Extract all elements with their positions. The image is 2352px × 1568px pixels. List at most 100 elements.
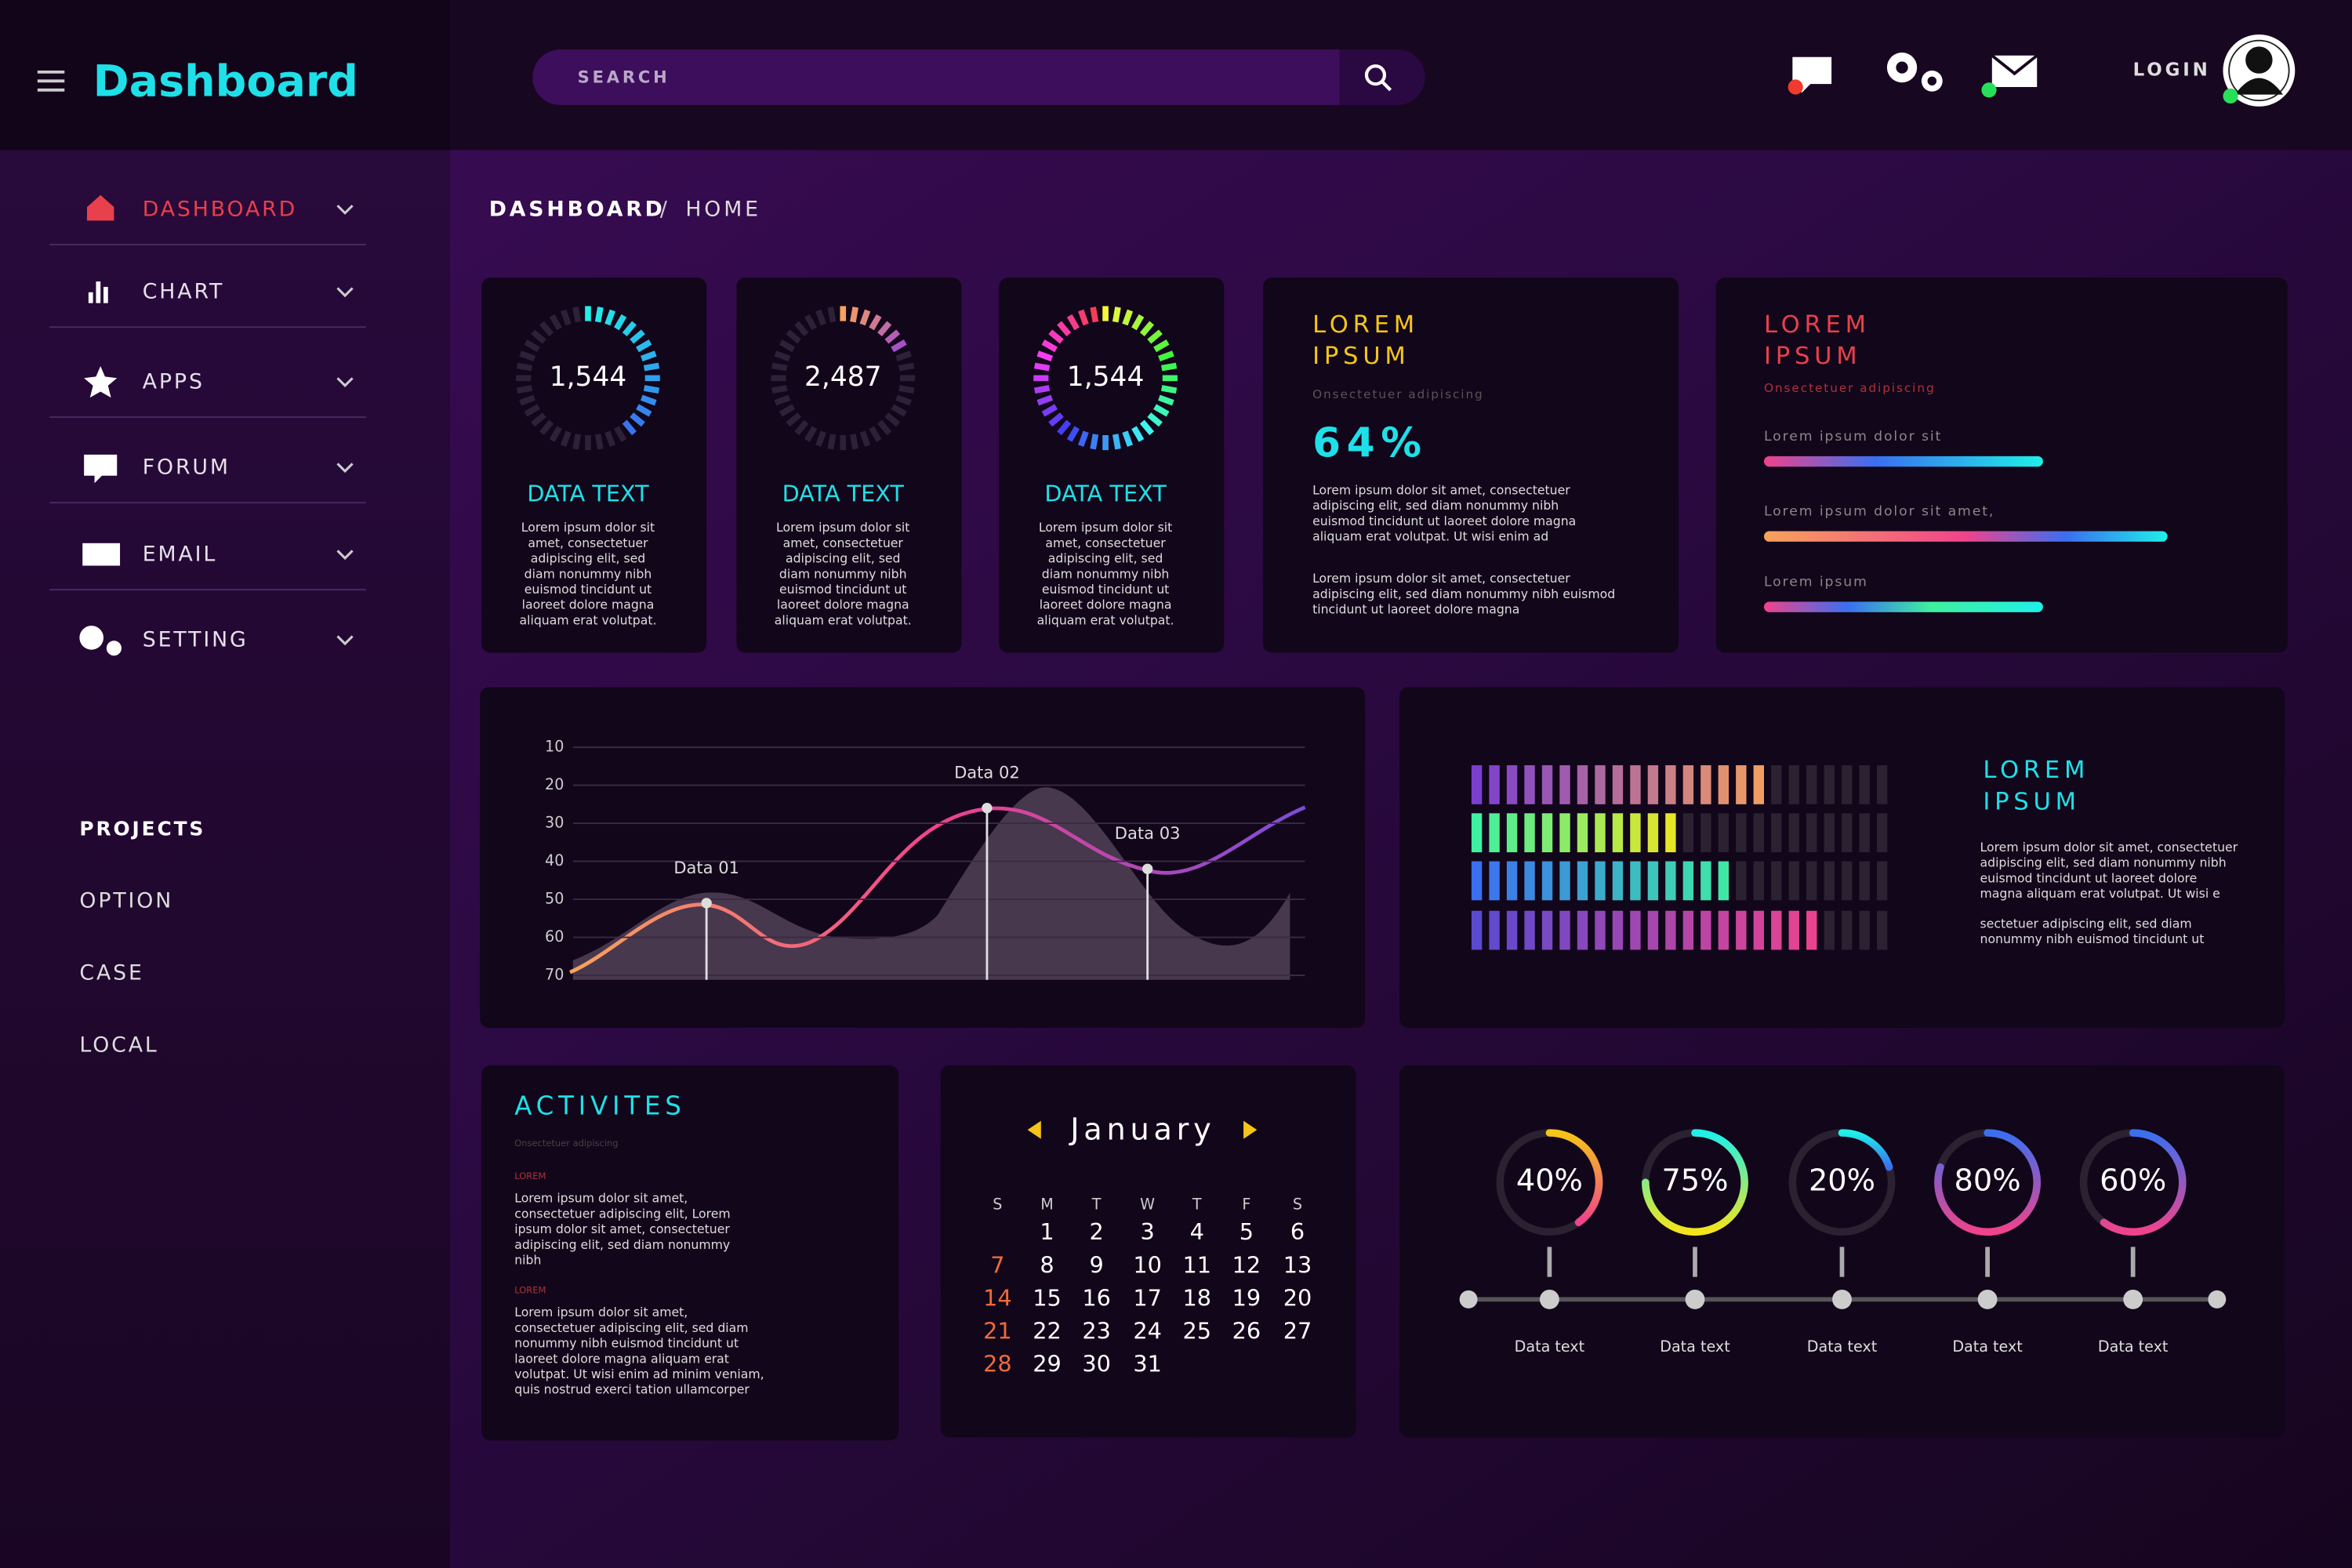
- progress-bar: [1764, 601, 2043, 612]
- chat-icon[interactable]: [1788, 56, 1832, 95]
- day[interactable]: 8: [1040, 1251, 1054, 1278]
- day[interactable]: 29: [1033, 1351, 1062, 1377]
- day[interactable]: 1: [1040, 1218, 1054, 1245]
- gauge-label: 60%: [2100, 1163, 2166, 1199]
- gauge-caption: Data text: [2098, 1338, 2169, 1356]
- level-cell: [1489, 813, 1500, 853]
- level-cell: [1700, 765, 1711, 804]
- weekday: T: [1192, 1195, 1202, 1213]
- level-cell: [1559, 910, 1570, 950]
- chevron[interactable]: [336, 377, 354, 388]
- day[interactable]: 31: [1133, 1351, 1162, 1377]
- day[interactable]: 23: [1082, 1318, 1111, 1345]
- level-cell: [1682, 813, 1694, 853]
- chevron[interactable]: [336, 635, 354, 646]
- day[interactable]: 17: [1133, 1284, 1162, 1311]
- ring-segment: [630, 329, 645, 344]
- day[interactable]: 18: [1183, 1284, 1212, 1311]
- ring-segment: [1048, 412, 1064, 427]
- menu-icon[interactable]: [37, 70, 65, 92]
- day[interactable]: 13: [1283, 1251, 1312, 1278]
- search-icon: [1364, 64, 1392, 92]
- day[interactable]: 26: [1232, 1318, 1261, 1345]
- body-text: sectetuer adipiscing elit, sed diam: [1980, 916, 2192, 931]
- ring-segment: [1139, 321, 1155, 337]
- day[interactable]: 20: [1283, 1284, 1312, 1311]
- chevron[interactable]: [336, 205, 354, 215]
- menu-item[interactable]: SETTING: [143, 628, 249, 652]
- point-label: Data 01: [673, 858, 739, 877]
- day[interactable]: 30: [1082, 1351, 1111, 1377]
- ring-segment: [1131, 426, 1145, 442]
- ring-segment: [1033, 362, 1051, 372]
- menu-item[interactable]: EMAIL: [143, 543, 217, 567]
- ring-segment: [869, 314, 882, 331]
- ring-segment: [877, 419, 892, 436]
- gauge-label: 20%: [1809, 1163, 1875, 1199]
- day[interactable]: 3: [1141, 1218, 1155, 1245]
- day[interactable]: 28: [983, 1351, 1012, 1377]
- project-item[interactable]: LOCAL: [79, 1033, 158, 1057]
- next-arrow[interactable]: [1243, 1120, 1258, 1139]
- menu-item[interactable]: APPS: [143, 370, 205, 394]
- level-cell: [1630, 861, 1641, 901]
- level-cell: [1718, 861, 1730, 901]
- day[interactable]: 19: [1232, 1284, 1261, 1311]
- day[interactable]: 2: [1089, 1218, 1103, 1245]
- day[interactable]: 16: [1082, 1284, 1111, 1311]
- day[interactable]: 9: [1089, 1251, 1103, 1278]
- chevron[interactable]: [336, 550, 354, 561]
- level-cell: [1489, 765, 1500, 804]
- level-cell: [1630, 765, 1641, 804]
- day[interactable]: 22: [1033, 1318, 1062, 1345]
- ring-segment: [539, 321, 554, 337]
- stat-value: 2,487: [804, 361, 882, 393]
- day[interactable]: 24: [1133, 1318, 1162, 1345]
- level-cell: [1736, 765, 1747, 804]
- breadcrumb-current[interactable]: DASHBOARD: [489, 197, 666, 221]
- level-cell: [1718, 813, 1730, 853]
- day[interactable]: 7: [990, 1251, 1004, 1278]
- ring-segment: [549, 314, 562, 331]
- menu-item[interactable]: DASHBOARD: [143, 197, 297, 221]
- avatar[interactable]: [2223, 34, 2296, 107]
- level-cell: [1876, 765, 1888, 804]
- menu-item[interactable]: FORUM: [143, 456, 230, 480]
- level-cell: [1842, 765, 1853, 804]
- day[interactable]: 10: [1133, 1251, 1162, 1278]
- level-cell: [1577, 813, 1588, 853]
- project-item[interactable]: OPTION: [79, 889, 173, 913]
- login-link[interactable]: LOGIN: [2133, 60, 2211, 80]
- chevron[interactable]: [336, 287, 354, 298]
- settings-icon[interactable]: [1886, 52, 1943, 92]
- body-text: Lorem ipsum dolor sit amet,: [514, 1191, 688, 1206]
- day[interactable]: 15: [1033, 1284, 1062, 1311]
- level-cell: [1700, 910, 1711, 950]
- day[interactable]: 12: [1232, 1251, 1261, 1278]
- ring-segment: [815, 309, 826, 326]
- card-subtitle: Onsectetuer adipiscing: [1764, 381, 1936, 395]
- search-bar[interactable]: [532, 49, 1425, 105]
- chevron[interactable]: [336, 463, 354, 474]
- project-item[interactable]: CASE: [79, 961, 143, 985]
- prev-arrow[interactable]: [1027, 1120, 1041, 1139]
- ring-segment: [1036, 394, 1054, 406]
- day[interactable]: 25: [1183, 1318, 1212, 1345]
- day[interactable]: 4: [1190, 1218, 1204, 1245]
- day[interactable]: 14: [983, 1284, 1012, 1311]
- day[interactable]: 27: [1283, 1318, 1312, 1345]
- ring-segment: [560, 430, 572, 447]
- day[interactable]: 6: [1290, 1218, 1305, 1245]
- level-cell: [1647, 765, 1659, 804]
- menu-item[interactable]: CHART: [143, 280, 224, 304]
- search-placeholder: SEARCH: [578, 67, 670, 87]
- mail-icon[interactable]: [1981, 54, 2038, 98]
- level-cell: [1876, 910, 1888, 950]
- day[interactable]: 21: [983, 1318, 1012, 1345]
- ring-segment: [549, 426, 562, 442]
- search-button[interactable]: [1339, 49, 1425, 105]
- ring-segment: [884, 329, 901, 344]
- day[interactable]: 5: [1240, 1218, 1254, 1245]
- day[interactable]: 11: [1183, 1251, 1212, 1278]
- level-cell: [1489, 910, 1500, 950]
